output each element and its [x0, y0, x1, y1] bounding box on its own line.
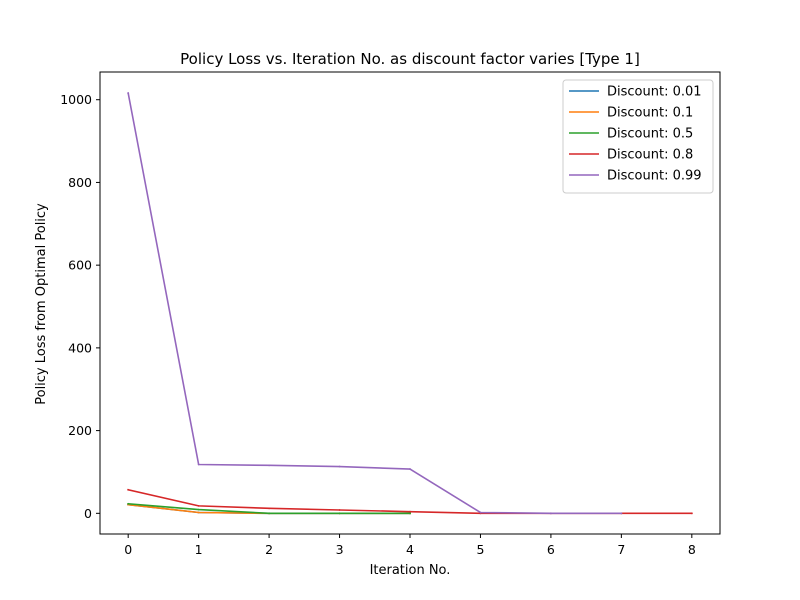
data-point: [409, 468, 411, 470]
data-point: [620, 512, 623, 515]
legend-entry: Discount: 0.01: [607, 85, 702, 100]
x-tick-label: 4: [406, 542, 414, 557]
data-point: [409, 512, 411, 515]
data-point: [197, 508, 200, 511]
x-axis-label: Iteration No.: [370, 563, 451, 578]
y-tick-label: 200: [68, 423, 92, 438]
y-tick-label: 1000: [60, 92, 92, 107]
data-point: [338, 509, 341, 511]
axes: 0 1 2 3 4 5 6 7 8 0 200 400 600 800 1000: [60, 71, 721, 557]
data-point: [338, 512, 341, 515]
legend-box: [562, 79, 714, 194]
x-tick-label: 2: [265, 542, 273, 557]
legend-entry: Discount: 0.1: [607, 106, 693, 121]
plot-area: [127, 92, 693, 515]
y-tick-label: 0: [84, 506, 92, 521]
legend-entry: Discount: 0.8: [607, 148, 693, 163]
x-tick-label: 8: [688, 542, 696, 557]
chart-title: Policy Loss vs. Iteration No. as discoun…: [180, 50, 640, 68]
data-point: [127, 92, 130, 94]
data-point: [127, 488, 130, 491]
y-tick-label: 800: [68, 175, 92, 190]
x-tick-label: 1: [195, 542, 203, 557]
data-point: [409, 510, 411, 513]
legend-entry: Discount: 0.99: [607, 169, 702, 184]
data-point: [338, 465, 341, 468]
legend: Discount: 0.01 Discount: 0.1 Discount: 0.5…: [562, 79, 714, 194]
data-point: [268, 512, 270, 515]
data-point: [127, 502, 130, 505]
x-tick-label: 5: [476, 542, 484, 557]
data-point: [197, 504, 200, 507]
y-tick-label: 600: [68, 258, 92, 273]
data-point: [479, 511, 482, 514]
data-point: [268, 464, 270, 467]
data-point: [690, 512, 693, 515]
x-tick-label: 6: [547, 542, 555, 557]
x-tick-label: 7: [617, 542, 625, 557]
series-line-4: [127, 92, 623, 515]
data-point: [197, 511, 200, 514]
x-tick-label: 3: [336, 542, 344, 557]
legend-entry: Discount: 0.5: [607, 127, 693, 142]
data-point: [268, 507, 270, 510]
x-tick-label: 0: [124, 542, 132, 557]
y-tick-label: 400: [68, 340, 92, 355]
data-point: [550, 512, 552, 515]
data-point: [197, 463, 200, 466]
y-axis-label: Policy Loss from Optimal Policy: [34, 203, 49, 405]
